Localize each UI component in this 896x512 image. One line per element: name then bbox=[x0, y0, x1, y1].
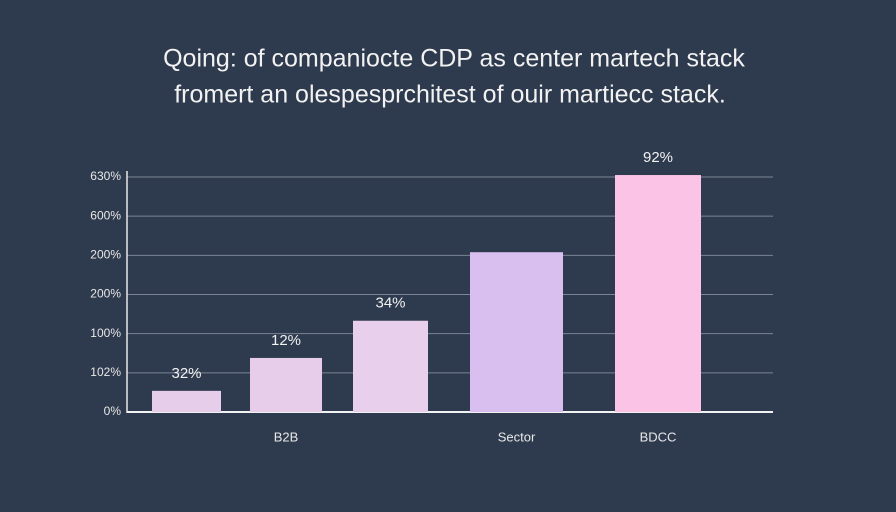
x-tick-label: Sector bbox=[498, 429, 536, 444]
y-tick-label: 200% bbox=[90, 248, 121, 262]
data-label: 92% bbox=[643, 149, 673, 166]
bar bbox=[152, 390, 221, 412]
data-label: 32% bbox=[171, 365, 201, 382]
chart-title: fromert an olespesprchitest of ouir mart… bbox=[174, 81, 726, 109]
chart-title: Qoing: of companiocte CDP as center mart… bbox=[163, 45, 745, 73]
data-label: 34% bbox=[375, 295, 405, 312]
bar bbox=[353, 320, 428, 412]
y-tick-label: 102% bbox=[90, 365, 121, 379]
x-tick-label: BDCC bbox=[640, 429, 677, 444]
bar bbox=[615, 175, 701, 412]
bar bbox=[250, 357, 322, 412]
y-tick-label: 200% bbox=[90, 287, 121, 301]
y-tick-label: 100% bbox=[90, 326, 121, 340]
bar bbox=[470, 252, 563, 412]
data-label: 12% bbox=[271, 332, 301, 349]
x-tick-label: B2B bbox=[274, 429, 299, 444]
y-tick-label: 0% bbox=[104, 404, 122, 418]
y-tick-label: 630% bbox=[90, 169, 121, 183]
y-tick-label: 600% bbox=[90, 208, 121, 222]
